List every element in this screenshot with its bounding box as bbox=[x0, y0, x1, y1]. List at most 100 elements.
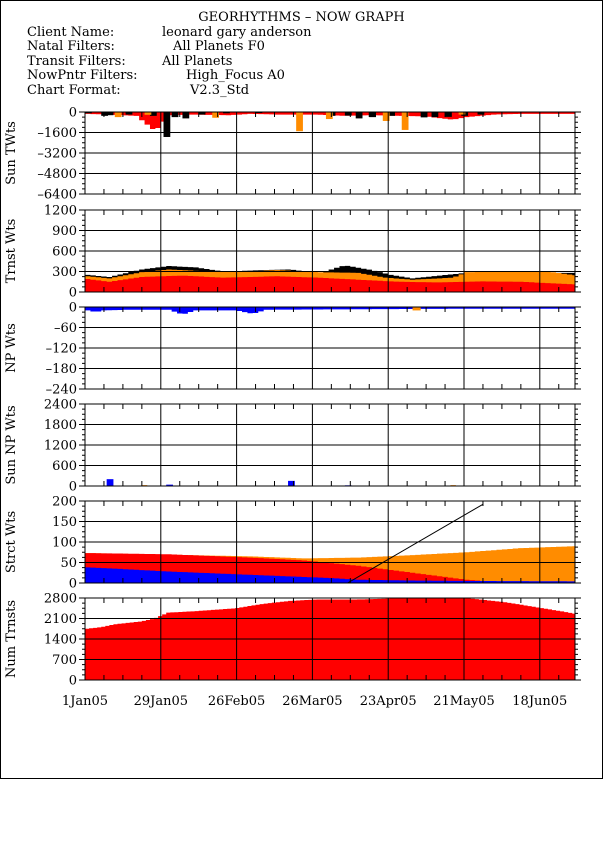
y-tick-label: –6400 bbox=[37, 188, 77, 203]
y-tick-label: 2800 bbox=[44, 592, 77, 607]
chart-format-value: V2.3_Std bbox=[190, 82, 250, 98]
y-tick-label: 0 bbox=[69, 577, 77, 592]
y-tick-label: 0 bbox=[69, 480, 77, 495]
sun-twts-black-bar bbox=[198, 112, 206, 115]
header-row-format: Chart Format: V2.3_Std bbox=[0, 82, 603, 99]
sun-twts-orange-bar bbox=[325, 112, 333, 120]
transit-filters-value: All Planets bbox=[162, 53, 233, 69]
sun-twts-black-bar bbox=[344, 112, 352, 116]
header-row-transit: Transit Filters: All Planets bbox=[0, 53, 603, 70]
sun-twts-black-bar bbox=[163, 112, 171, 137]
chart-title: GEORHYTHMS – NOW GRAPH bbox=[198, 10, 405, 25]
strct-wts-trend-line bbox=[347, 503, 484, 584]
panel-ylabel: NP Wts bbox=[4, 323, 19, 373]
natal-filters-label: Natal Filters: bbox=[27, 39, 115, 55]
y-tick-label: –180 bbox=[46, 362, 77, 377]
client-name-value: leonard gary anderson bbox=[162, 24, 312, 40]
y-tick-label: –1600 bbox=[37, 126, 77, 141]
panel-frame bbox=[84, 111, 576, 195]
sun-np-wts-blue-bar bbox=[106, 479, 114, 486]
sun-np-wts-blue-bar bbox=[166, 484, 173, 486]
panel-frame bbox=[84, 209, 576, 293]
header-row-client: Client Name: leonard gary anderson bbox=[0, 24, 603, 41]
x-tick-label: 26Feb05 bbox=[208, 694, 265, 709]
sun-twts-black-bar bbox=[125, 112, 133, 115]
panel-ylabel: Sun NP Wts bbox=[4, 405, 19, 484]
y-tick-label: 0 bbox=[69, 286, 77, 301]
panel-frame bbox=[84, 403, 576, 487]
y-tick-label: 200 bbox=[52, 495, 77, 510]
sun-twts-orange-bar bbox=[144, 112, 152, 115]
sun-twts-black-bar bbox=[369, 112, 377, 118]
y-tick-label: 1800 bbox=[44, 418, 77, 433]
nowpntr-filters-value: High_Focus A0 bbox=[186, 68, 285, 84]
trnst-wts-red-area bbox=[85, 275, 575, 292]
panel-frame bbox=[84, 597, 576, 681]
strct-wts-blue-area bbox=[85, 567, 575, 583]
sun-twts-black-bar bbox=[223, 112, 230, 114]
y-tick-label: 50 bbox=[60, 556, 77, 571]
natal-filters-value: All Planets F0 bbox=[173, 39, 265, 55]
panel-ylabel: Num Trnsts bbox=[4, 600, 19, 678]
x-tick-label: 21May05 bbox=[433, 694, 495, 709]
y-tick-label: –240 bbox=[46, 383, 77, 398]
sun-twts-black-bar bbox=[255, 112, 263, 114]
y-tick-label: 1200 bbox=[44, 439, 77, 454]
sun-twts-black-bar bbox=[477, 112, 485, 115]
y-tick-label: –60 bbox=[54, 321, 77, 336]
y-tick-label: 300 bbox=[52, 265, 77, 280]
y-tick-label: 1200 bbox=[44, 204, 77, 219]
sun-twts-black-bar bbox=[171, 112, 179, 118]
y-tick-label: –4800 bbox=[37, 167, 77, 182]
sun-twts-red-area bbox=[85, 112, 575, 130]
y-tick-label: 0 bbox=[69, 106, 77, 121]
header-row-nowpntr: NowPntr Filters: High_Focus A0 bbox=[0, 69, 603, 84]
y-tick-label: 900 bbox=[52, 224, 77, 239]
y-tick-label: 0 bbox=[69, 674, 77, 689]
sun-twts-orange-bar bbox=[296, 112, 303, 132]
sun-twts-black-bar bbox=[431, 112, 439, 118]
sun-twts-black-bar bbox=[106, 112, 114, 116]
y-tick-label: 100 bbox=[52, 536, 77, 551]
sun-twts-orange-bar bbox=[382, 112, 390, 121]
panel-frame bbox=[84, 500, 576, 584]
y-tick-label: 1400 bbox=[44, 633, 77, 648]
y-tick-label: 0 bbox=[69, 301, 77, 316]
sun-twts-orange-bar bbox=[114, 112, 122, 118]
y-tick-label: –120 bbox=[46, 342, 77, 357]
panel-frame bbox=[84, 306, 576, 390]
y-tick-label: 2400 bbox=[44, 398, 77, 413]
sun-twts-black-bar bbox=[85, 112, 92, 114]
np-wts-blue-area bbox=[85, 307, 575, 314]
nowpntr-filters-label: NowPntr Filters: bbox=[27, 68, 138, 84]
y-tick-label: –3200 bbox=[37, 147, 77, 162]
sun-twts-orange-bar bbox=[458, 112, 466, 115]
x-tick-label: 18Jun05 bbox=[512, 694, 567, 709]
sun-twts-orange-bar bbox=[212, 112, 220, 118]
x-tick-label: 1Jan05 bbox=[62, 694, 108, 709]
y-tick-label: 2100 bbox=[44, 612, 77, 627]
x-tick-label: 26Mar05 bbox=[282, 694, 342, 709]
sun-twts-black-bar bbox=[445, 112, 452, 117]
x-tick-label: 23Apr05 bbox=[360, 694, 417, 709]
y-tick-label: 150 bbox=[52, 515, 77, 530]
transit-filters-label: Transit Filters: bbox=[27, 53, 126, 69]
chart-header: GEORHYTHMS – NOW GRAPH Client Name: leon… bbox=[0, 10, 603, 99]
sun-twts-black-bar bbox=[420, 112, 428, 118]
y-tick-label: 700 bbox=[52, 653, 77, 668]
np-wts-orange-bar bbox=[412, 307, 421, 311]
panel-ylabel: Sun TWts bbox=[4, 121, 19, 185]
panel-ylabel: Trnst Wts bbox=[4, 219, 19, 284]
chart-format-label: Chart Format: bbox=[27, 82, 121, 98]
sun-twts-black-bar bbox=[149, 112, 157, 116]
header-row-natal: Natal Filters: All Planets F0 bbox=[0, 40, 603, 55]
sun-twts-black-bar bbox=[182, 112, 190, 119]
sun-twts-orange-bar bbox=[401, 112, 409, 130]
y-tick-label: 600 bbox=[52, 459, 77, 474]
sun-np-wts-blue-bar bbox=[288, 480, 295, 486]
x-tick-label: 29Jan05 bbox=[134, 694, 188, 709]
y-tick-label: 600 bbox=[52, 245, 77, 260]
client-name-label: Client Name: bbox=[27, 24, 115, 40]
panel-ylabel: Strct Wts bbox=[4, 511, 19, 573]
